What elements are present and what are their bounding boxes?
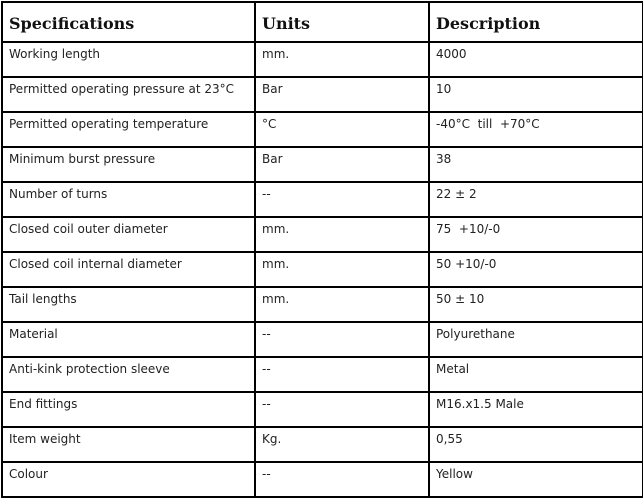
description-cell: 22 ± 2 [428,181,643,218]
spec-cell: Colour [1,461,256,498]
header-row: Specifications Units Description [1,1,643,43]
spec-cell: Material [1,321,256,358]
description-cell: M16.x1.5 Male [428,391,643,428]
spec-cell: Working length [1,41,256,78]
header-description: Description [428,1,643,43]
table-row: Working length mm. 4000 [1,41,643,78]
description-cell: 10 [428,76,643,113]
description-cell: Metal [428,356,643,393]
table-row: Permitted operating pressure at 23°C Bar 1… [1,76,643,113]
description-cell: 4000 [428,41,643,78]
table-row: Colour -- Yellow [1,461,643,498]
units-cell: -- [254,321,430,358]
units-cell: mm. [254,251,430,288]
description-cell: 50 ± 10 [428,286,643,323]
description-cell: 38 [428,146,643,183]
units-cell: mm. [254,216,430,253]
spec-cell: Item weight [1,426,256,463]
spec-cell: Tail lengths [1,286,256,323]
description-cell: 50 +10/-0 [428,251,643,288]
header-units: Units [254,1,430,43]
units-cell: -- [254,181,430,218]
table-row: Closed coil internal diameter mm. 50 +10/-… [1,251,643,288]
units-cell: °C [254,111,430,148]
description-cell: Polyurethane [428,321,643,358]
units-cell: -- [254,461,430,498]
spec-cell: Permitted operating pressure at 23°C [1,76,256,113]
units-cell: mm. [254,41,430,78]
units-cell: -- [254,356,430,393]
units-cell: Bar [254,76,430,113]
description-cell: 0,55 [428,426,643,463]
spec-cell: Anti-kink protection sleeve [1,356,256,393]
spec-cell: End fittings [1,391,256,428]
description-cell: Yellow [428,461,643,498]
table-row: End fittings -- M16.x1.5 Male [1,391,643,428]
spec-cell: Permitted operating temperature [1,111,256,148]
table-row: Permitted operating temperature °C -40°C t… [1,111,643,148]
spec-cell: Closed coil outer diameter [1,216,256,253]
table-row: Material -- Polyurethane [1,321,643,358]
table-row: Minimum burst pressure Bar 38 [1,146,643,183]
units-cell: -- [254,391,430,428]
spec-cell: Minimum burst pressure [1,146,256,183]
table-row: Tail lengths mm. 50 ± 10 [1,286,643,323]
header-specifications: Specifications [1,1,256,43]
table-row: Item weight Kg. 0,55 [1,426,643,463]
spec-cell: Closed coil internal diameter [1,251,256,288]
spec-cell: Number of turns [1,181,256,218]
units-cell: Bar [254,146,430,183]
description-cell: 75 +10/-0 [428,216,643,253]
units-cell: mm. [254,286,430,323]
table-row: Anti-kink protection sleeve -- Metal [1,356,643,393]
table-row: Number of turns -- 22 ± 2 [1,181,643,218]
description-cell: -40°C till +70°C [428,111,643,148]
units-cell: Kg. [254,426,430,463]
table-row: Closed coil outer diameter mm. 75 +10/-0 [1,216,643,253]
